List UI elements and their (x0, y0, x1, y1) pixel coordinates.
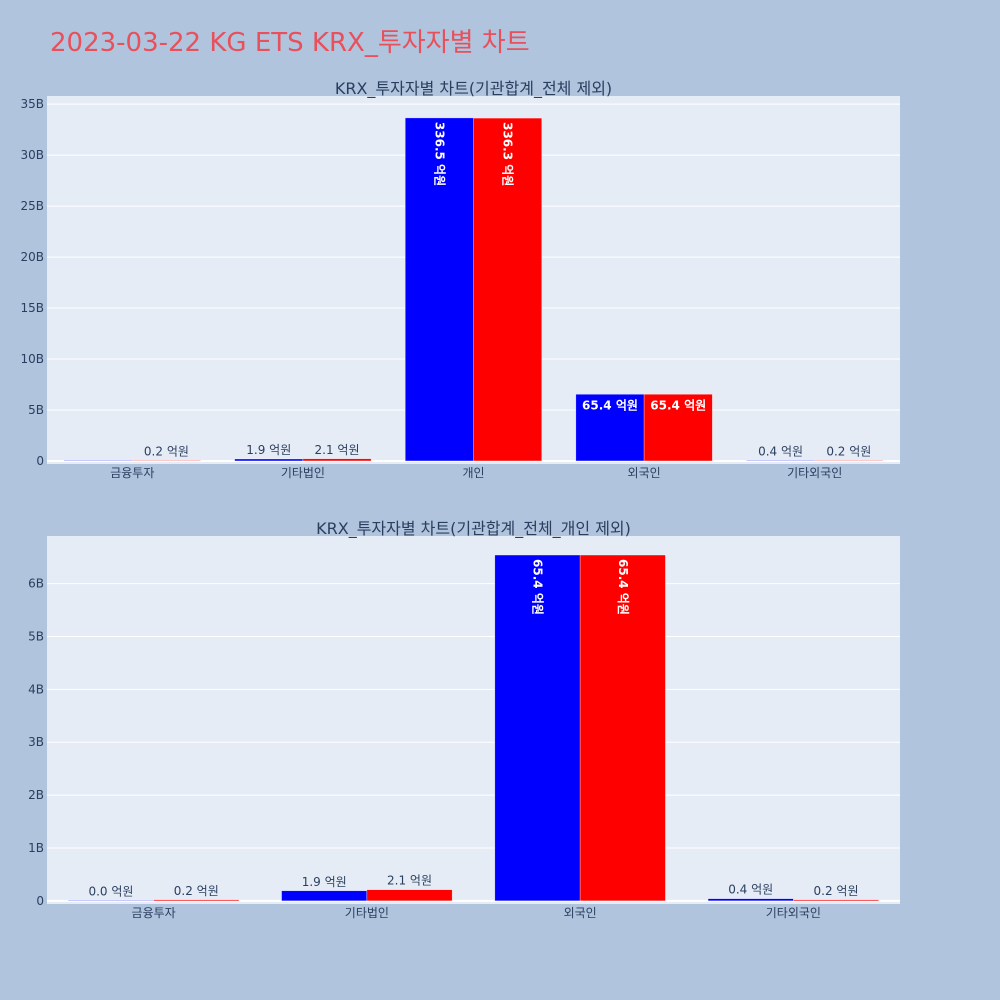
bar (707, 898, 794, 902)
data-label: 336.5 억원 (432, 122, 446, 186)
data-label: 1.9 억원 (246, 443, 291, 457)
x-tick-label: 금융투자 (132, 906, 176, 920)
data-label: 2.1 억원 (387, 874, 432, 888)
bar (366, 889, 453, 902)
x-tick-label: 기타법인 (281, 466, 325, 480)
y-tick-label: 0 (36, 894, 44, 908)
bar (643, 394, 713, 462)
bar (473, 117, 542, 462)
data-label: 65.4 억원 (650, 398, 706, 412)
bar (405, 117, 474, 462)
chart-title: KRX_투자자별 차트(기관합계_전체 제외) (335, 79, 612, 99)
y-tick-label: 2B (28, 788, 44, 802)
data-label: 0.2 억원 (174, 884, 219, 898)
chart-bottom: 0 1B 2B 3B 4B 5B 6B KRX_투자자별 차트(기관합계_전체_개인 제외) 금… (28, 519, 900, 920)
bar (793, 899, 879, 902)
bar (68, 900, 154, 902)
data-label: 0.0 억원 (88, 884, 133, 898)
y-tick-label: 35B (20, 97, 44, 111)
bar (746, 460, 815, 462)
data-label: 336.3 억원 (501, 122, 515, 186)
y-tick-label: 3B (28, 735, 44, 749)
y-tick-label: 4B (28, 682, 44, 696)
y-tick-label: 25B (20, 199, 44, 213)
bar (494, 554, 581, 902)
bar (132, 460, 201, 462)
y-tick-label: 20B (20, 250, 44, 264)
y-tick-label: 1B (28, 841, 44, 855)
data-label: 2.1 억원 (315, 443, 360, 457)
y-tick-label: 5B (28, 629, 44, 643)
bar (579, 554, 666, 902)
x-tick-label: 외국인 (628, 466, 661, 480)
x-tick-label: 외국인 (564, 906, 597, 920)
x-tick-label: 기타외국인 (766, 906, 821, 920)
bar (575, 394, 645, 462)
bar (153, 899, 240, 902)
chart-title: KRX_투자자별 차트(기관합계_전체_개인 제외) (316, 519, 631, 539)
bar (63, 460, 133, 462)
data-label: 65.4 억원 (530, 559, 544, 615)
chart-top: 0 5B 10B 15B 20B 25B 30B 35B KRX_투자자별 차트(기관합계_전체… (20, 79, 900, 480)
bar (234, 458, 304, 462)
bar (281, 890, 368, 902)
data-label: 1.9 억원 (302, 875, 347, 889)
data-label: 65.4 억원 (616, 559, 630, 615)
x-tick-label: 금융투자 (110, 466, 154, 480)
x-tick-label: 기타법인 (345, 906, 389, 920)
data-label: 0.2 억원 (144, 444, 189, 458)
data-label: 65.4 억원 (582, 398, 638, 412)
data-label: 0.4 억원 (758, 444, 803, 458)
data-label: 0.2 억원 (814, 884, 859, 898)
y-tick-label: 30B (20, 148, 44, 162)
data-label: 0.4 억원 (728, 883, 773, 897)
y-tick-label: 15B (20, 301, 44, 315)
y-tick-label: 10B (20, 352, 44, 366)
page-title: 2023-03-22 KG ETS KRX_투자자별 차트 (50, 28, 530, 58)
y-tick-label: 6B (28, 577, 44, 591)
x-tick-label: 기타외국인 (787, 466, 842, 480)
bar (302, 458, 372, 462)
y-tick-label: 5B (28, 403, 44, 417)
plot-area (47, 536, 900, 904)
bar (814, 460, 884, 462)
y-tick-label: 0 (36, 454, 44, 468)
data-label: 0.2 억원 (826, 444, 871, 458)
x-tick-label: 개인 (462, 466, 484, 480)
